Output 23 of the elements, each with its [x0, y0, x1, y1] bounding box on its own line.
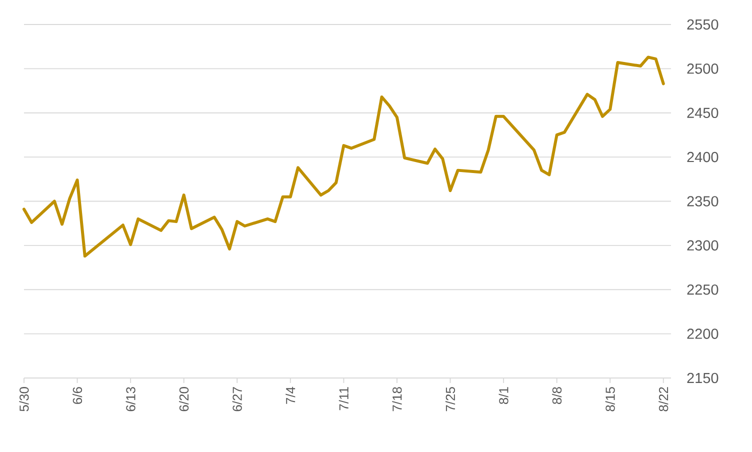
x-tick-label: 5/30 [19, 387, 29, 412]
x-tick-label: 7/18 [392, 387, 402, 412]
y-tick-label: 2550 [687, 19, 718, 30]
x-tick-label: 6/27 [232, 387, 242, 412]
x-tick-label: 6/13 [126, 387, 136, 412]
y-tick-label: 2500 [687, 64, 718, 74]
x-tick-label: 8/1 [498, 387, 508, 404]
y-tick-label: 2300 [687, 240, 718, 251]
x-tick-label: 8/15 [605, 387, 615, 412]
line-series [22, 56, 665, 258]
y-tick-label: 2200 [687, 328, 718, 339]
y-tick-label: 2150 [687, 372, 718, 384]
x-tick-label: 6/6 [72, 387, 82, 404]
x-tick-label: 8/22 [658, 387, 668, 412]
y-tick-label: 2250 [687, 284, 718, 295]
y-tick-label: 2350 [687, 196, 718, 206]
x-tick-label: 7/11 [338, 387, 348, 410]
x-tick-label: 6/20 [179, 387, 189, 412]
x-tick-label: 7/4 [286, 386, 296, 404]
x-tick-label: 7/25 [445, 387, 456, 412]
y-tick-label: 2400 [687, 152, 718, 162]
y-tick-label: 2450 [687, 108, 718, 118]
x-tick-label: 8/8 [552, 387, 562, 404]
